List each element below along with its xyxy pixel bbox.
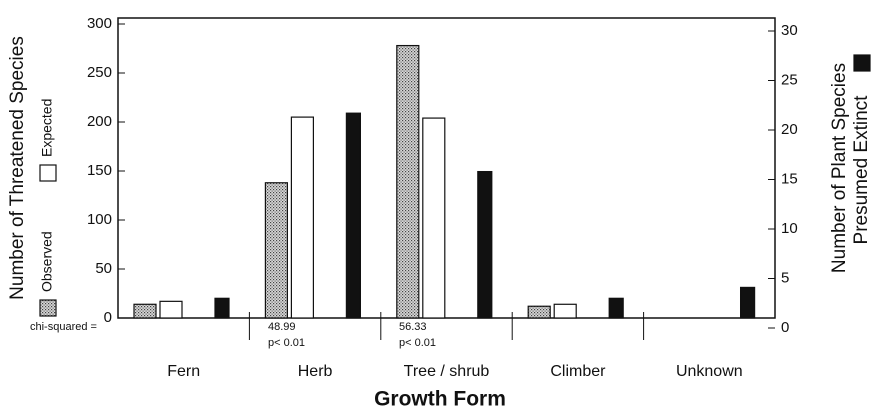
y-tick-label: 0: [104, 309, 112, 326]
bar: [214, 297, 230, 319]
legend-label: Presumed Extinct: [851, 95, 872, 245]
y-tick-label: 300: [87, 15, 112, 32]
plot-frame: [117, 17, 776, 319]
annotation: p< 0.01: [399, 337, 436, 349]
y-tick-label: 100: [87, 211, 112, 228]
bar: [159, 300, 183, 319]
legend-swatch: [39, 164, 57, 182]
y-tick-label: 150: [87, 162, 112, 179]
x-tick-label: Climber: [550, 363, 606, 380]
x-tick-label: Tree / shrub: [404, 363, 490, 380]
y2-tick-label: 15: [781, 170, 798, 187]
y2-tick-label: 0: [781, 319, 789, 336]
x-axis-title: Growth Form: [374, 388, 506, 411]
annotation: 48.99: [268, 321, 296, 333]
annotation: p< 0.01: [268, 337, 305, 349]
bar: [477, 170, 493, 319]
bar: [608, 297, 624, 319]
x-tick-label: Unknown: [676, 363, 743, 380]
bar: [527, 305, 551, 319]
x-tick-label: Herb: [298, 363, 333, 380]
bar: [739, 286, 756, 319]
bar: [553, 303, 577, 319]
y2-tick-label: 30: [781, 22, 798, 39]
legend-swatch: [853, 54, 871, 72]
y2-tick-label: 20: [781, 121, 798, 138]
y-tick-label: 250: [87, 64, 112, 81]
legend-swatch: [39, 299, 57, 317]
y-axis-title: Number of Threatened Species: [7, 36, 28, 300]
legend-label: Expected: [39, 99, 55, 157]
legend-label: Observed: [39, 231, 55, 292]
bar: [345, 112, 361, 319]
annotation: chi-squared =: [30, 321, 97, 333]
y2-axis-title: Number of Plant Species: [829, 63, 850, 273]
annotation: 56.33: [399, 321, 427, 333]
y-tick-label: 50: [95, 260, 112, 277]
y2-tick-label: 5: [781, 269, 789, 286]
bar: [133, 303, 157, 319]
y2-tick-label: 25: [781, 71, 798, 88]
bar: [422, 117, 446, 319]
y-tick-label: 200: [87, 113, 112, 130]
bar: [290, 116, 314, 319]
bar: [396, 44, 420, 319]
x-tick-label: Fern: [167, 363, 200, 380]
bar: [264, 182, 288, 319]
y2-tick-label: 10: [781, 220, 798, 237]
